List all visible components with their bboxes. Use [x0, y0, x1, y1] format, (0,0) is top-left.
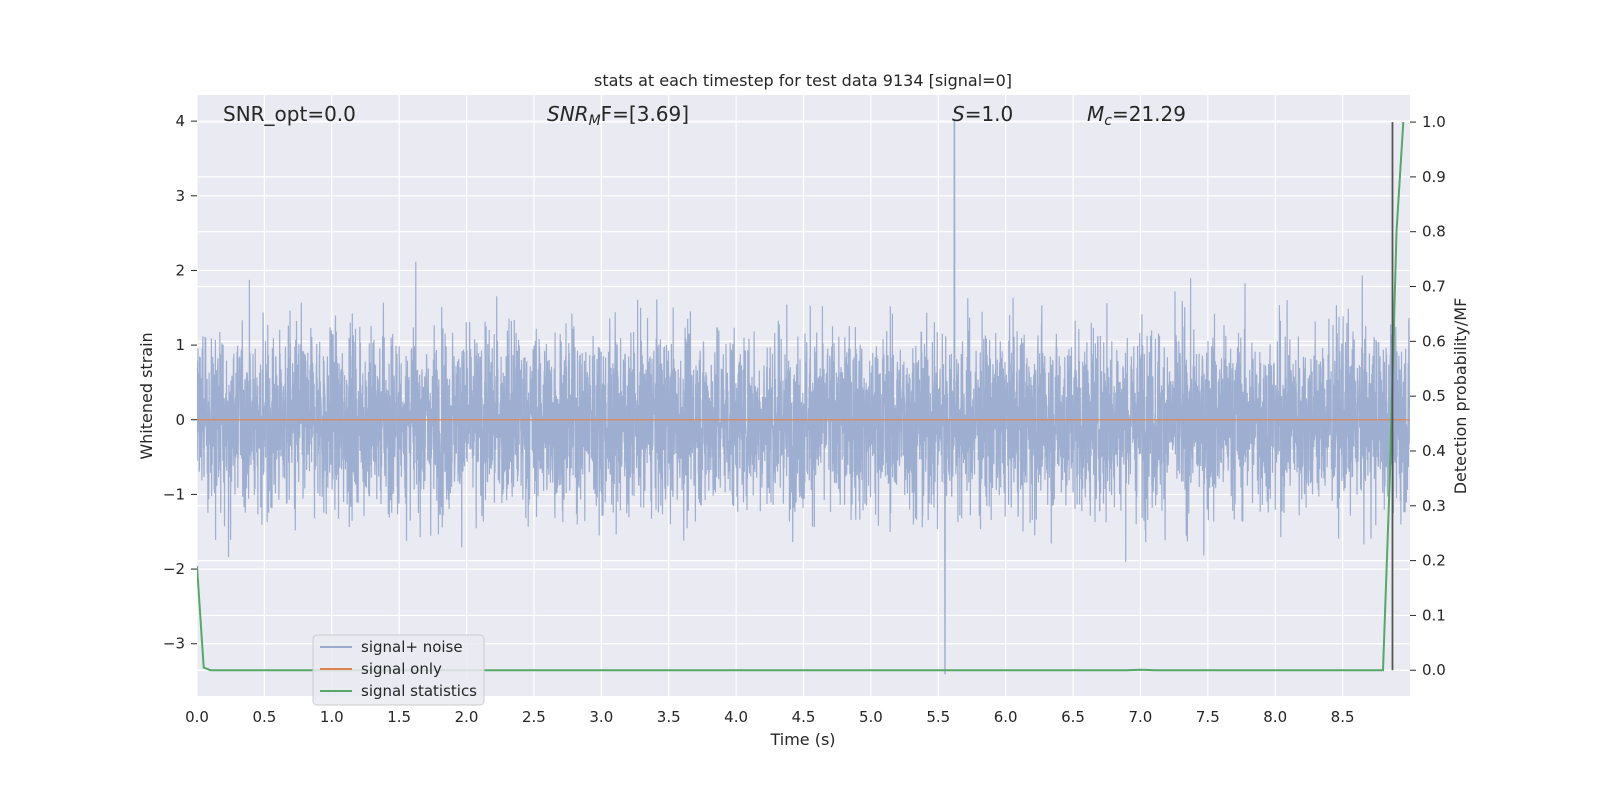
x-tick-label: 1.0 [320, 708, 344, 726]
annotation-snr-mf: SNRMF=[3.69] [547, 102, 689, 129]
x-tick-label: 4.5 [792, 708, 816, 726]
y2-tick-label: 0.6 [1422, 332, 1446, 350]
x-tick-label: 5.0 [859, 708, 883, 726]
noise-line [197, 120, 1410, 675]
y2-tick-label: 0.3 [1422, 497, 1446, 515]
legend-label-stats: signal statistics [361, 682, 477, 700]
series-signal-statistics [197, 122, 1405, 672]
x-tick-label: 7.5 [1196, 708, 1220, 726]
y-axis-label: Whitened strain [137, 332, 156, 459]
x-tick-label: 4.0 [724, 708, 748, 726]
x-tick-label: 0.0 [185, 708, 209, 726]
x-axis-label: Time (s) [769, 730, 835, 749]
legend: signal+ noise signal only signal statist… [312, 634, 485, 706]
x-axis: 0.0 0.5 1.0 1.5 2.0 2.5 3.0 3.5 4.0 4.5 5.0 5.5 6.0 6… [185, 708, 1354, 726]
y2-tick-label: 0.4 [1422, 442, 1446, 460]
x-tick-label: 8.0 [1263, 708, 1287, 726]
legend-box [312, 634, 485, 706]
x-tick-label: 6.5 [1061, 708, 1085, 726]
series-signal-noise [197, 120, 1410, 675]
x-tick-label: 1.5 [387, 708, 411, 726]
y2-tick-label: 0.1 [1422, 606, 1446, 624]
y-tick-label: −2 [163, 560, 185, 578]
y2-tick-label: 1.0 [1422, 113, 1446, 131]
statistics-line [197, 122, 1405, 672]
x-tick-label: 3.5 [657, 708, 681, 726]
y2-tick-label: 0.0 [1422, 661, 1446, 679]
y-axis-left: 4 3 2 1 0 −1 −2 −3 [163, 112, 197, 653]
y-tick-label: 0 [175, 411, 185, 429]
annotation-snr-opt: SNR_opt=0.0 [223, 102, 356, 126]
y2-tick-label: 0.2 [1422, 552, 1446, 570]
y-tick-label: 3 [175, 187, 185, 205]
y-tick-label: 4 [175, 112, 185, 130]
y2-tick-label: 0.8 [1422, 223, 1446, 241]
annotation-mc: Mc=21.29 [1087, 102, 1186, 129]
x-tick-label: 7.0 [1129, 708, 1153, 726]
y-tick-label: −1 [163, 485, 185, 503]
chart-title: stats at each timestep for test data 913… [594, 71, 1012, 90]
legend-label-noise: signal+ noise [361, 638, 463, 656]
x-tick-label: 2.5 [522, 708, 546, 726]
x-tick-label: 6.0 [994, 708, 1018, 726]
x-tick-label: 3.0 [589, 708, 613, 726]
y-axis-right: 1.0 0.9 0.8 0.7 0.6 0.5 0.4 0.3 0.2 0.1 0.0 [1410, 113, 1446, 679]
y-tick-label: 1 [175, 336, 185, 354]
y2-axis-label: Detection probability/MF [1451, 298, 1470, 495]
x-tick-label: 5.5 [926, 708, 950, 726]
y-tick-label: −3 [163, 635, 185, 653]
annotation-s: S=1.0 [952, 102, 1013, 126]
x-tick-label: 0.5 [252, 708, 276, 726]
y2-tick-label: 0.9 [1422, 168, 1446, 186]
x-tick-label: 8.5 [1331, 708, 1355, 726]
y2-tick-label: 0.5 [1422, 387, 1446, 405]
grid [196, 95, 1410, 696]
y2-tick-label: 0.7 [1422, 278, 1446, 296]
legend-label-signal: signal only [361, 660, 442, 678]
y-tick-label: 2 [175, 261, 185, 279]
x-tick-label: 2.0 [455, 708, 479, 726]
